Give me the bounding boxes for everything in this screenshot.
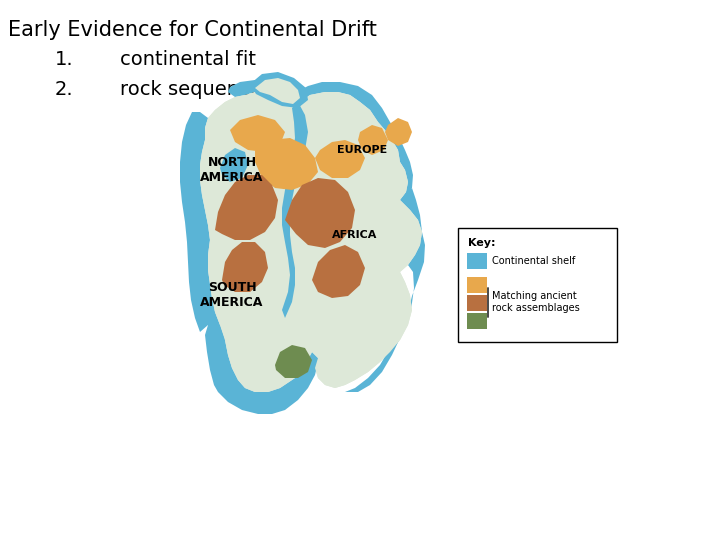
Text: Continental shelf: Continental shelf — [492, 256, 575, 266]
Polygon shape — [250, 72, 308, 108]
FancyBboxPatch shape — [467, 277, 487, 293]
Polygon shape — [255, 78, 300, 104]
Polygon shape — [200, 90, 422, 392]
Polygon shape — [255, 138, 318, 190]
Polygon shape — [215, 175, 278, 240]
Polygon shape — [358, 125, 388, 155]
Polygon shape — [315, 140, 365, 178]
FancyBboxPatch shape — [458, 228, 617, 342]
Polygon shape — [275, 345, 312, 378]
Polygon shape — [222, 242, 268, 292]
Polygon shape — [180, 112, 225, 340]
Text: 1.: 1. — [55, 50, 73, 69]
Text: NORTH
AMERICA: NORTH AMERICA — [200, 156, 264, 184]
Text: AFRICA: AFRICA — [333, 230, 378, 240]
Polygon shape — [312, 245, 365, 298]
Polygon shape — [205, 325, 318, 414]
Polygon shape — [285, 178, 355, 248]
Polygon shape — [228, 80, 413, 200]
Text: Matching ancient
rock assemblages: Matching ancient rock assemblages — [492, 291, 580, 313]
Polygon shape — [335, 188, 425, 392]
Text: SOUTH
AMERICA: SOUTH AMERICA — [200, 281, 264, 309]
Polygon shape — [220, 148, 248, 182]
Polygon shape — [385, 118, 412, 146]
Text: continental fit: continental fit — [120, 50, 256, 69]
Text: Key:: Key: — [468, 238, 495, 248]
Text: rock sequences: rock sequences — [120, 80, 272, 99]
Text: 2.: 2. — [55, 80, 73, 99]
FancyBboxPatch shape — [467, 253, 487, 269]
FancyBboxPatch shape — [467, 295, 487, 311]
Polygon shape — [240, 182, 268, 215]
Text: EUROPE: EUROPE — [337, 145, 387, 155]
Polygon shape — [282, 102, 308, 318]
FancyBboxPatch shape — [467, 313, 487, 329]
Polygon shape — [200, 90, 422, 392]
Text: Early Evidence for Continental Drift: Early Evidence for Continental Drift — [8, 20, 377, 40]
Polygon shape — [230, 115, 285, 152]
